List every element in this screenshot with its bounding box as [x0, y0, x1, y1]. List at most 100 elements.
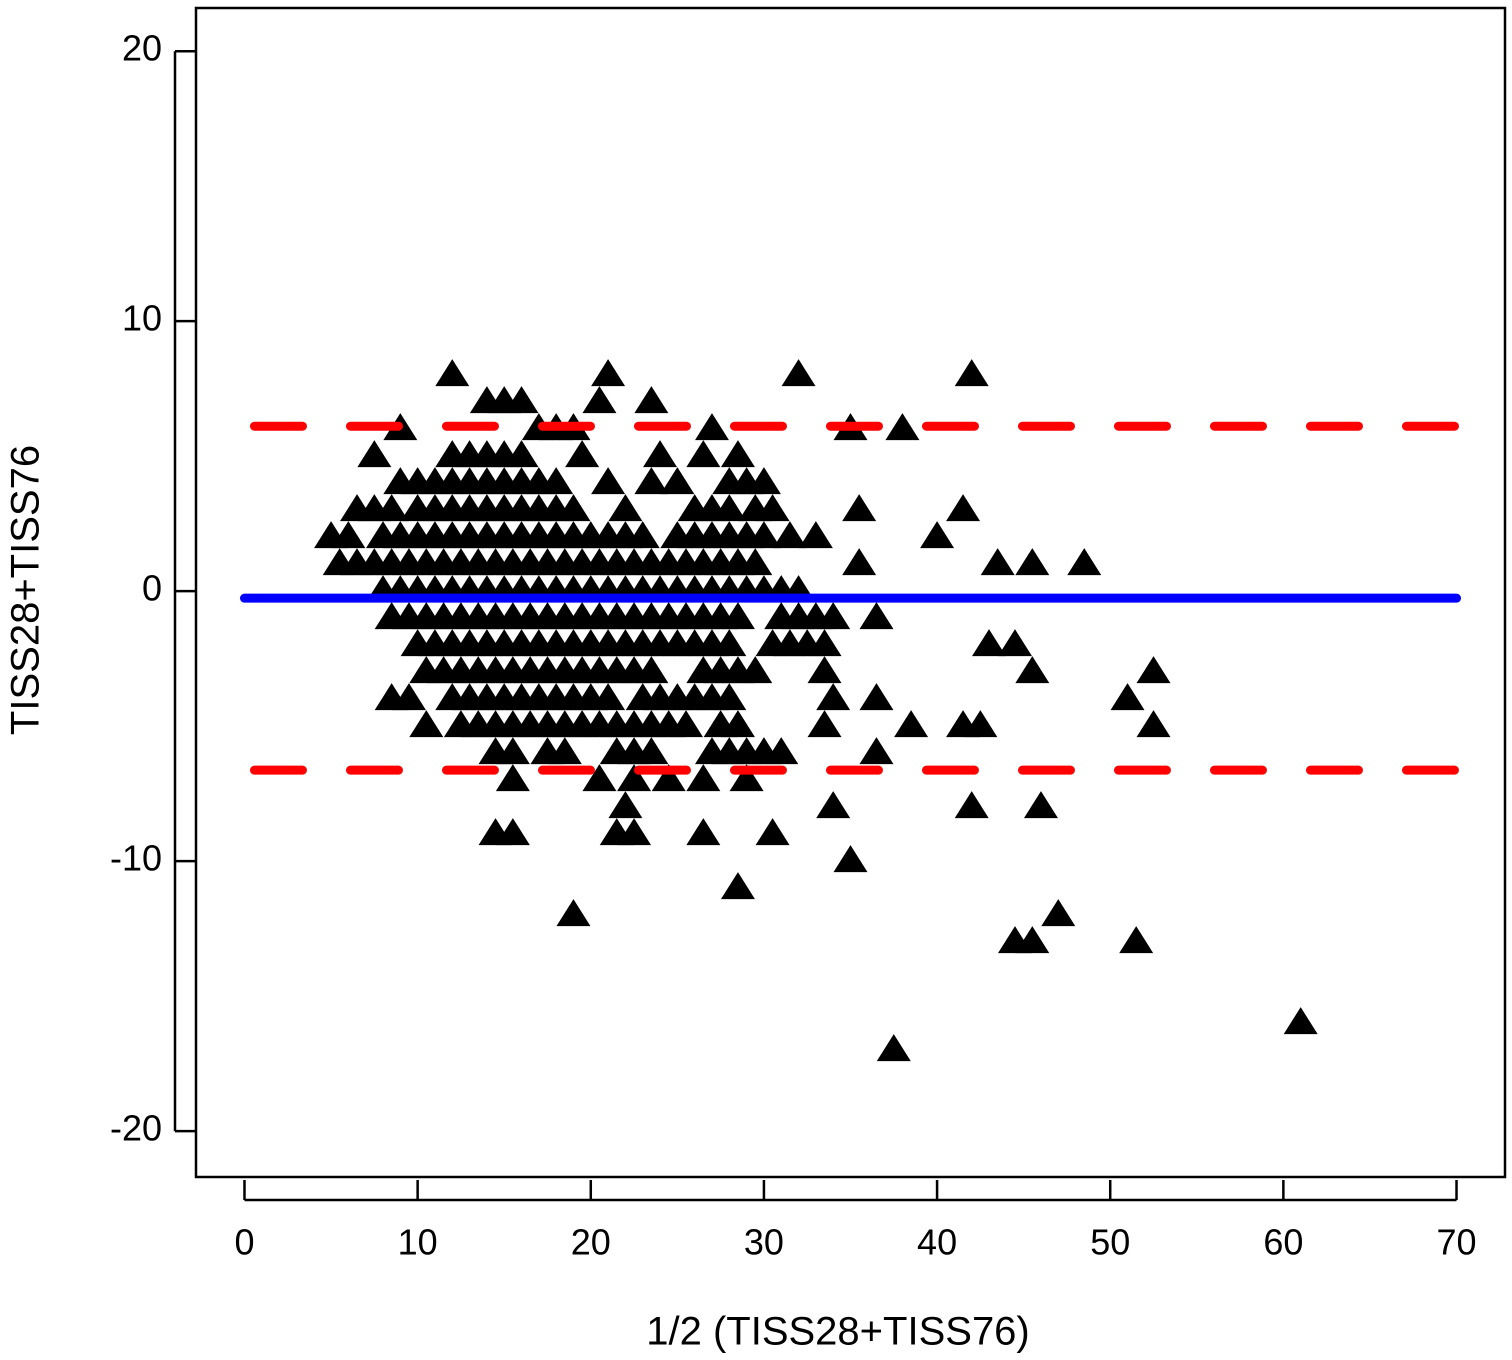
y-tick-label: 10: [122, 298, 162, 339]
point: [686, 818, 721, 846]
point: [859, 602, 894, 630]
point: [972, 629, 1007, 657]
point: [954, 359, 989, 387]
point: [764, 737, 799, 765]
x-tick-label: 50: [1090, 1222, 1130, 1263]
point: [772, 521, 807, 549]
point: [617, 818, 652, 846]
point: [712, 683, 747, 711]
point: [997, 629, 1032, 657]
point: [963, 710, 998, 738]
point: [1283, 1007, 1318, 1035]
point: [738, 656, 773, 684]
point: [1119, 926, 1154, 954]
x-tick-label: 40: [917, 1222, 957, 1263]
point: [686, 764, 721, 792]
point: [738, 548, 773, 576]
point: [954, 791, 989, 819]
point: [504, 386, 539, 414]
point: [495, 764, 530, 792]
point: [331, 521, 366, 549]
point: [885, 413, 920, 441]
y-tick-label: -10: [110, 838, 162, 879]
point: [634, 737, 669, 765]
point: [391, 683, 426, 711]
point: [859, 683, 894, 711]
y-tick-label: -20: [110, 1108, 162, 1149]
point: [582, 386, 617, 414]
point: [720, 872, 755, 900]
point: [807, 629, 842, 657]
point: [625, 521, 660, 549]
point: [409, 710, 444, 738]
point: [686, 440, 721, 468]
point: [720, 710, 755, 738]
point: [720, 440, 755, 468]
point: [660, 467, 695, 495]
point: [651, 764, 686, 792]
point: [946, 494, 981, 522]
point: [1015, 548, 1050, 576]
point: [712, 629, 747, 657]
point: [608, 494, 643, 522]
point: [1136, 710, 1171, 738]
point: [842, 548, 877, 576]
x-tick-label: 30: [744, 1222, 784, 1263]
point: [920, 521, 955, 549]
point: [495, 737, 530, 765]
x-axis-label: 1/2 (TISS28+TISS76): [646, 1310, 1030, 1354]
point: [1041, 899, 1076, 927]
plot-frame: [194, 6, 1507, 1179]
y-tick-label: 20: [122, 28, 162, 69]
point: [833, 845, 868, 873]
point: [591, 359, 626, 387]
point: [755, 818, 790, 846]
point: [357, 440, 392, 468]
point: [539, 467, 574, 495]
point: [634, 467, 669, 495]
point: [712, 494, 747, 522]
point: [504, 440, 539, 468]
x-tick-label: 10: [398, 1222, 438, 1263]
point: [798, 521, 833, 549]
point: [746, 521, 781, 549]
point: [634, 656, 669, 684]
point: [374, 494, 409, 522]
point: [816, 791, 851, 819]
point: [1110, 683, 1145, 711]
point: [591, 467, 626, 495]
point: [755, 494, 790, 522]
y-tick-label: 0: [142, 568, 162, 609]
x-tick-label: 0: [234, 1222, 254, 1263]
point: [876, 1034, 911, 1062]
point: [495, 818, 530, 846]
point: [1015, 926, 1050, 954]
point: [1067, 548, 1102, 576]
point: [816, 602, 851, 630]
point: [816, 683, 851, 711]
point: [617, 764, 652, 792]
point: [694, 413, 729, 441]
point: [859, 737, 894, 765]
point: [980, 548, 1015, 576]
point: [556, 494, 591, 522]
point: [435, 359, 470, 387]
point: [842, 494, 877, 522]
point: [643, 440, 678, 468]
x-tick-label: 60: [1263, 1222, 1303, 1263]
point: [634, 386, 669, 414]
point: [591, 683, 626, 711]
point: [729, 764, 764, 792]
point: [547, 737, 582, 765]
point: [807, 710, 842, 738]
point: [669, 710, 704, 738]
point: [720, 602, 755, 630]
point: [556, 899, 591, 927]
point: [1136, 656, 1171, 684]
point: [608, 791, 643, 819]
point: [894, 710, 929, 738]
point: [746, 467, 781, 495]
point: [582, 764, 617, 792]
point: [1023, 791, 1058, 819]
